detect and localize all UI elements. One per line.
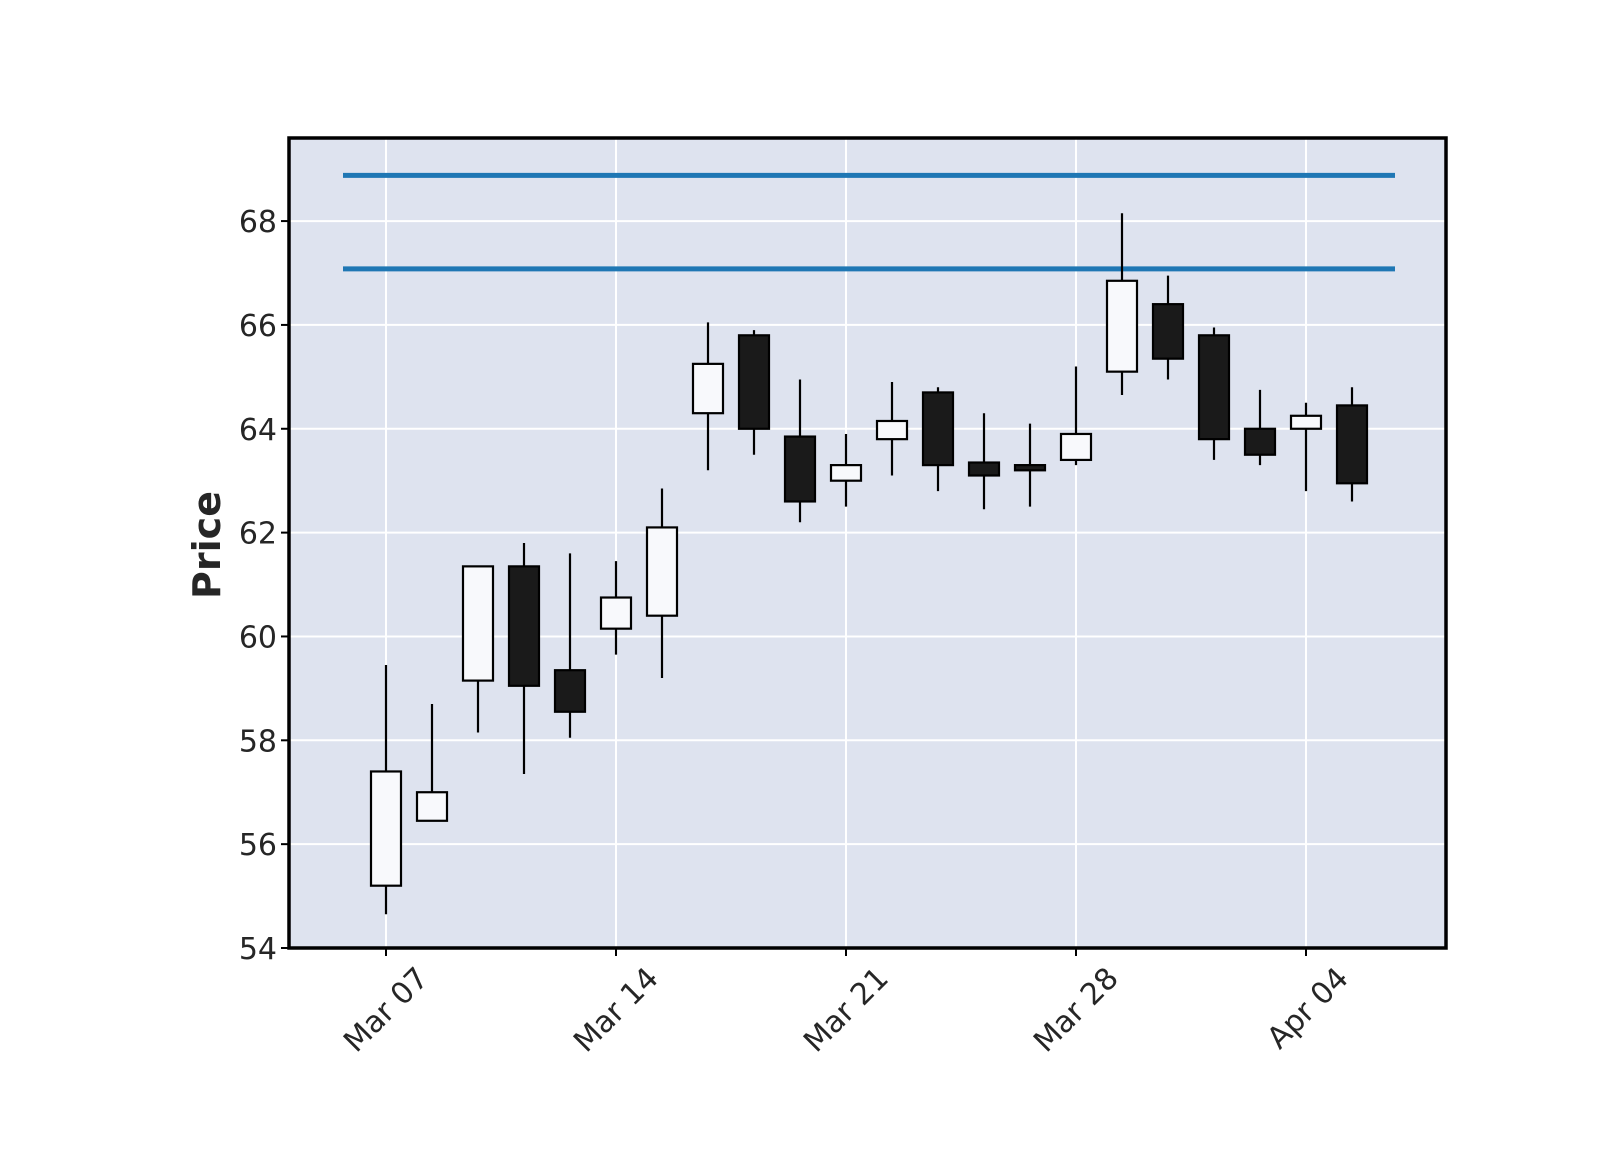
- plot-frame: [287, 136, 1448, 950]
- candle: [1197, 327, 1231, 460]
- y-tick-label: 54: [239, 932, 277, 967]
- candle: [645, 488, 679, 678]
- candle: [829, 433, 863, 507]
- plot-background: [289, 138, 1446, 948]
- y-tick-label: 56: [239, 828, 277, 863]
- candle-body-up: [599, 596, 633, 630]
- candle-body-down: [553, 669, 587, 713]
- candle-body-up: [415, 791, 449, 822]
- candle: [875, 382, 909, 476]
- candle-body-up: [829, 464, 863, 482]
- candle: [1335, 387, 1369, 502]
- candle-body-down: [737, 334, 771, 430]
- candle: [921, 387, 955, 492]
- x-axis-ticks: Mar 07 Mar 14 Mar 21 Mar 28 Apr 04: [337, 948, 1356, 1059]
- candle-body-down: [1013, 464, 1047, 472]
- candle: [1151, 275, 1185, 380]
- y-tick-label: 58: [239, 724, 277, 759]
- candle-body-down: [967, 461, 1001, 477]
- candle: [1243, 389, 1277, 466]
- x-tick-label: Mar 07: [337, 961, 436, 1060]
- y-tick-label: 62: [239, 517, 277, 552]
- candles: [369, 213, 1369, 915]
- y-axis-ticks: 54 56 58 60 62 64 66 68: [239, 205, 289, 967]
- candle-body-up: [1105, 279, 1139, 373]
- y-axis-title: Price: [185, 491, 229, 599]
- candle: [415, 703, 449, 822]
- horizontal-lines: [343, 172, 1395, 272]
- candle-body-up: [461, 565, 495, 682]
- y-tick-label: 60: [239, 620, 277, 655]
- candle-body-up: [645, 526, 679, 617]
- candle-body-up: [1059, 432, 1093, 462]
- candle: [1013, 423, 1047, 507]
- grid: [289, 138, 1446, 949]
- candle-body-down: [1151, 303, 1185, 360]
- candle-body-down: [1197, 334, 1231, 441]
- candle: [461, 565, 495, 733]
- x-tick-label: Apr 04: [1260, 961, 1355, 1056]
- candle: [737, 330, 771, 455]
- candle-body-up: [875, 419, 909, 441]
- x-tick-label: Mar 28: [1027, 961, 1126, 1060]
- candle-body-up: [691, 362, 725, 415]
- candle-body-up: [369, 770, 403, 887]
- candle: [1105, 213, 1139, 396]
- candle-body-down: [1243, 427, 1277, 456]
- candle-body-down: [783, 435, 817, 503]
- candle: [1289, 402, 1323, 492]
- candle: [691, 322, 725, 471]
- candle: [1059, 366, 1093, 466]
- candle: [553, 553, 587, 738]
- candle-body-up: [1289, 414, 1323, 430]
- y-tick-label: 64: [239, 413, 277, 448]
- candle: [507, 543, 541, 775]
- candle-body-down: [921, 391, 955, 467]
- y-tick-label: 66: [239, 309, 277, 344]
- x-tick-label: Mar 21: [797, 961, 896, 1060]
- candle: [369, 665, 403, 915]
- candle: [599, 561, 633, 655]
- candle: [967, 413, 1001, 510]
- candle-body-down: [1335, 404, 1369, 485]
- candle-body-down: [507, 565, 541, 687]
- x-tick-label: Mar 14: [567, 961, 666, 1060]
- y-tick-label: 68: [239, 205, 277, 240]
- candle: [783, 379, 817, 523]
